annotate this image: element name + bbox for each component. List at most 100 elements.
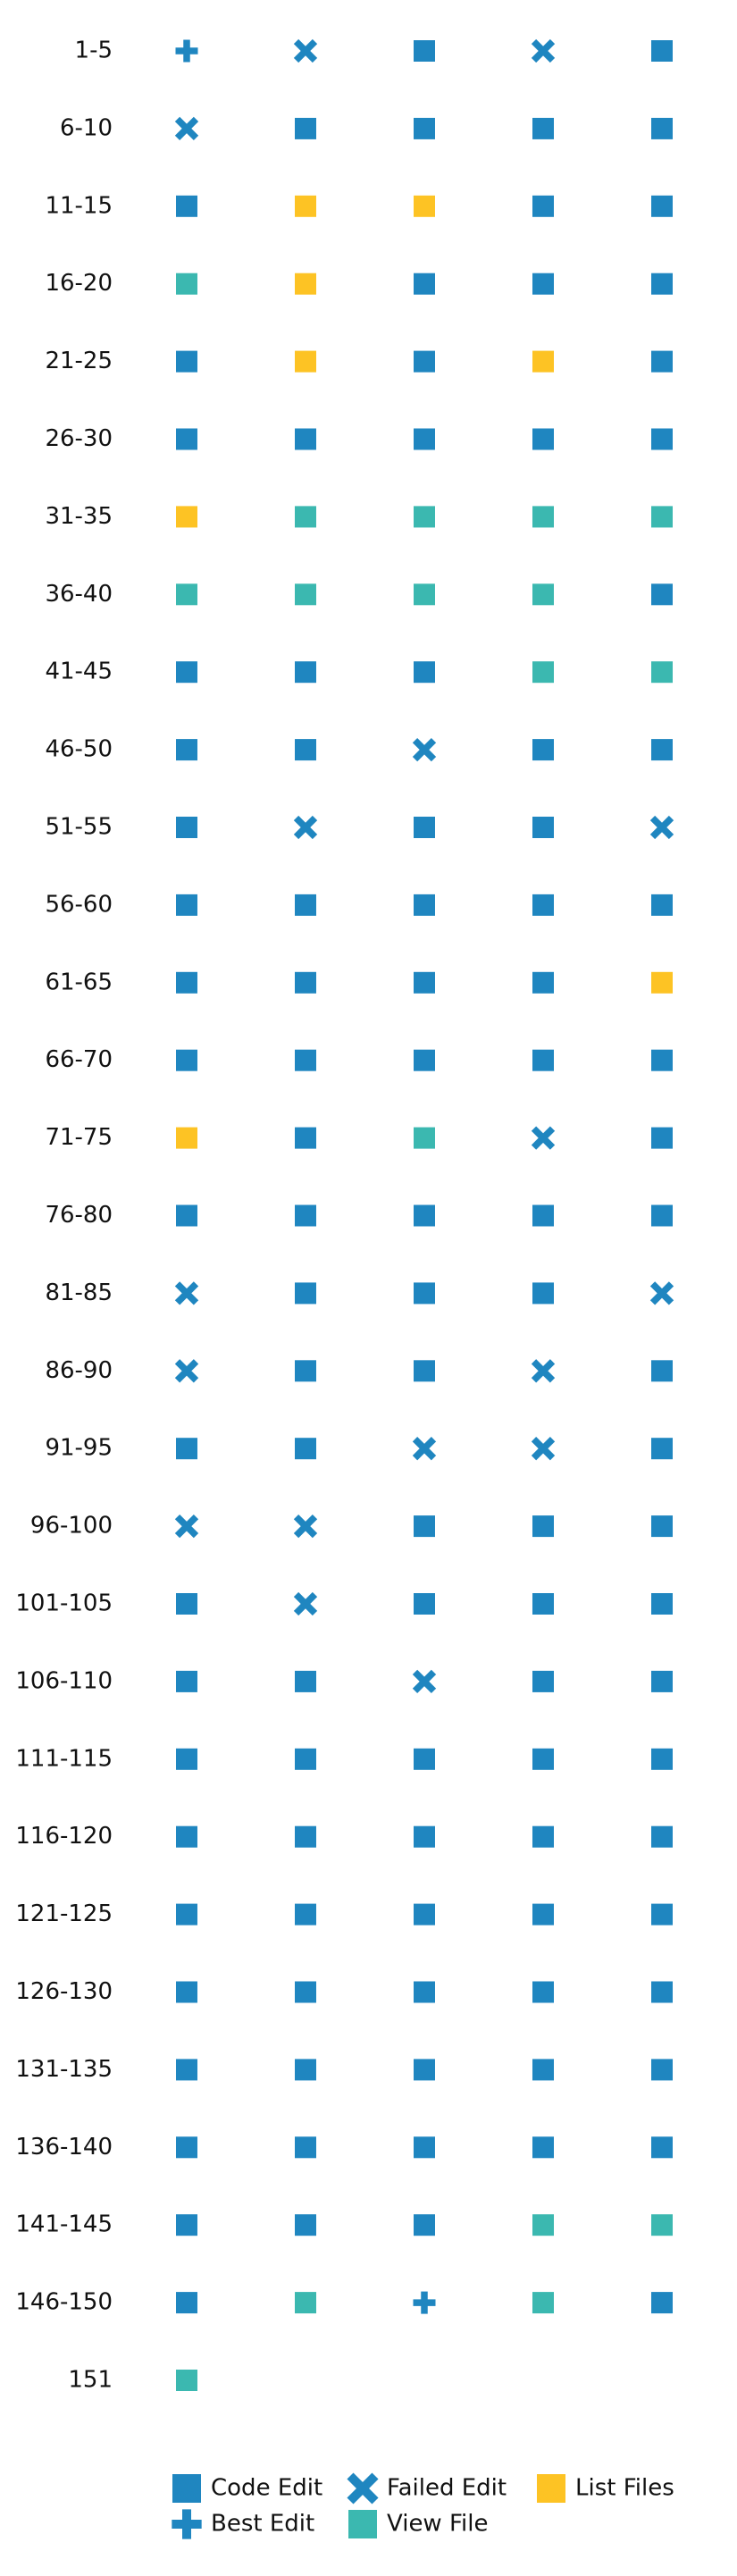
step-mark-code-edit xyxy=(176,1981,197,2003)
step-mark-code-edit xyxy=(414,2136,435,2159)
step-mark-failed-edit-stroke xyxy=(531,1126,556,1150)
row-label: 131-135 xyxy=(15,2056,113,2083)
step-mark-failed-edit xyxy=(412,1437,437,1461)
row-label: 121-125 xyxy=(15,1901,113,1927)
step-mark-failed-edit-stroke xyxy=(174,1514,199,1539)
row-label: 36-40 xyxy=(45,581,113,608)
step-mark-code-edit xyxy=(651,1360,673,1382)
legend-label: Best Edit xyxy=(211,2511,314,2538)
step-mark-code-edit xyxy=(414,117,435,139)
step-mark-code-edit xyxy=(176,661,197,684)
step-mark-code-edit xyxy=(414,273,435,295)
step-mark-code-edit xyxy=(295,1670,316,1692)
step-mark-code-edit xyxy=(651,2136,673,2159)
step-mark-failed-edit-stroke xyxy=(531,1359,556,1383)
step-mark-code-edit xyxy=(414,428,435,450)
step-mark-failed-edit xyxy=(293,1591,318,1616)
step-mark-view-file xyxy=(532,2214,554,2236)
legend-marker-code-edit xyxy=(172,2474,201,2503)
step-mark-failed-edit-stroke xyxy=(412,1669,437,1694)
row-label: 96-100 xyxy=(30,1513,113,1540)
step-mark-view-file xyxy=(295,2292,316,2314)
row-label: 86-90 xyxy=(45,1357,113,1384)
step-mark-code-edit xyxy=(414,1282,435,1305)
step-mark-code-edit xyxy=(176,1903,197,1926)
step-mark-failed-edit-stroke xyxy=(531,1437,556,1461)
step-mark-code-edit xyxy=(414,1204,435,1227)
row-label: 101-105 xyxy=(15,1590,113,1617)
step-mark-code-edit xyxy=(176,1049,197,1071)
row-label: 51-55 xyxy=(45,814,113,841)
legend-label: Code Edit xyxy=(211,2475,322,2502)
step-mark-failed-edit xyxy=(531,1437,556,1461)
step-mark-code-edit xyxy=(176,2214,197,2236)
step-mark-code-edit xyxy=(176,739,197,761)
step-mark-failed-edit xyxy=(174,1359,199,1383)
step-mark-view-file xyxy=(414,1127,435,1149)
step-mark-code-edit xyxy=(414,40,435,62)
step-mark-view-file xyxy=(176,273,197,295)
step-mark-code-edit xyxy=(651,739,673,761)
step-mark-code-edit xyxy=(176,1204,197,1227)
step-mark-list-files xyxy=(295,195,316,217)
step-mark-code-edit xyxy=(414,1360,435,1382)
step-marks xyxy=(174,38,674,2391)
step-mark-code-edit xyxy=(651,1515,673,1538)
step-mark-list-files xyxy=(176,506,197,528)
step-mark-view-file xyxy=(532,661,554,684)
step-mark-best-edit xyxy=(175,39,198,63)
step-mark-failed-edit xyxy=(174,1281,199,1305)
step-mark-code-edit xyxy=(176,428,197,450)
row-label: 111-115 xyxy=(15,1745,113,1772)
step-mark-code-edit xyxy=(295,1360,316,1382)
row-label: 56-60 xyxy=(45,891,113,918)
step-mark-code-edit xyxy=(651,1204,673,1227)
step-mark-code-edit xyxy=(532,1049,554,1071)
step-mark-view-file xyxy=(651,2214,673,2236)
step-mark-code-edit xyxy=(414,894,435,916)
row-label: 106-110 xyxy=(15,1667,113,1694)
step-mark-code-edit xyxy=(651,350,673,373)
step-mark-code-edit xyxy=(651,583,673,606)
step-mark-list-files xyxy=(295,273,316,295)
legend-item-list-files: List Files xyxy=(537,2474,674,2503)
step-mark-code-edit xyxy=(295,1049,316,1071)
step-mark-code-edit xyxy=(176,350,197,373)
row-label: 41-45 xyxy=(45,659,113,685)
step-mark-failed-edit-stroke xyxy=(293,1514,318,1539)
step-mark-view-file xyxy=(176,2370,197,2391)
step-mark-failed-edit-stroke xyxy=(649,1281,674,1305)
step-mark-list-files xyxy=(295,350,316,373)
row-label: 66-70 xyxy=(45,1046,113,1073)
step-mark-code-edit xyxy=(532,1670,554,1692)
step-mark-list-files xyxy=(532,350,554,373)
step-mark-failed-edit-stroke xyxy=(531,38,556,63)
step-mark-code-edit xyxy=(532,195,554,217)
legend-item-failed-edit: Failed Edit xyxy=(347,2472,507,2505)
row-label: 126-130 xyxy=(15,1978,113,2005)
step-mark-code-edit xyxy=(532,1515,554,1538)
step-mark-code-edit xyxy=(651,428,673,450)
row-label: 71-75 xyxy=(45,1124,113,1151)
step-mark-code-edit xyxy=(532,739,554,761)
step-mark-code-edit xyxy=(532,2136,554,2159)
row-label: 26-30 xyxy=(45,425,113,452)
row-label: 116-120 xyxy=(15,1823,113,1850)
step-mark-view-file xyxy=(295,506,316,528)
step-mark-failed-edit-stroke xyxy=(174,1281,199,1305)
legend-marker-view-file xyxy=(348,2510,377,2538)
step-mark-code-edit xyxy=(651,1049,673,1071)
legend-item-best-edit: Best Edit xyxy=(172,2509,314,2539)
step-mark-code-edit xyxy=(651,40,673,62)
step-mark-code-edit xyxy=(176,1593,197,1615)
step-mark-code-edit xyxy=(176,1438,197,1460)
step-mark-code-edit xyxy=(176,2059,197,2081)
step-mark-failed-edit xyxy=(174,1514,199,1539)
step-mark-failed-edit-stroke xyxy=(412,1437,437,1461)
step-mark-code-edit xyxy=(414,1049,435,1071)
step-mark-code-edit xyxy=(176,2292,197,2314)
step-mark-code-edit xyxy=(532,1748,554,1770)
row-label: 21-25 xyxy=(45,348,113,374)
step-mark-failed-edit xyxy=(412,737,437,762)
